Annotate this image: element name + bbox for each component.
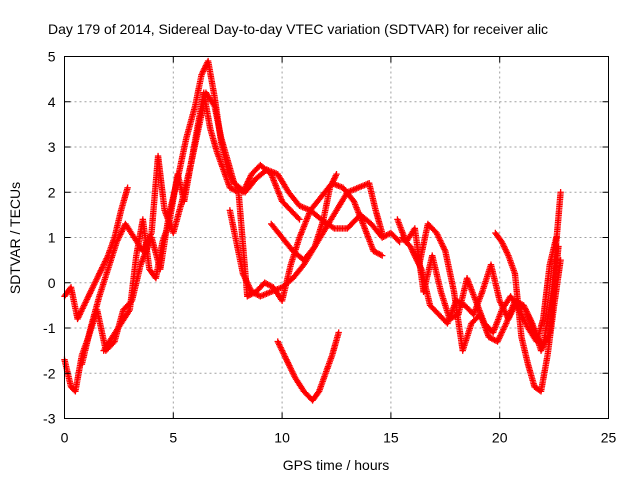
chart-title: Day 179 of 2014, Sidereal Day-to-day VTE…: [48, 21, 548, 37]
data-point: [335, 329, 342, 336]
y-tick-label: 5: [48, 49, 56, 65]
data-point: [295, 214, 302, 222]
series-s4: [100, 89, 386, 354]
grid-lines: [64, 56, 609, 419]
y-tick-label: -3: [43, 411, 56, 427]
series-s7: [274, 329, 342, 404]
x-tick-label: 0: [61, 430, 69, 446]
data-point: [396, 238, 403, 246]
x-axis-label: GPS time / hours: [283, 457, 390, 473]
series-s11: [492, 229, 564, 395]
data-point: [395, 237, 402, 244]
x-tick-label: 5: [169, 430, 177, 446]
data-point: [378, 252, 386, 259]
series-s5: [226, 180, 386, 300]
x-tick-label: 15: [383, 430, 399, 446]
y-tick-label: -2: [43, 365, 56, 381]
y-tick-label: 2: [48, 184, 56, 200]
y-tick-label: -1: [43, 320, 56, 336]
axis-ticks: 0 5 10 15 20 25 -3 -2 -1 0 1 2 3 4 5: [43, 49, 616, 446]
x-tick-label: 10: [274, 430, 290, 446]
x-tick-label: 20: [492, 430, 508, 446]
series-s6: [268, 170, 340, 264]
data-point: [378, 229, 386, 237]
y-axis-label: SDTVAR / TECUs: [7, 182, 23, 294]
y-tick-label: 4: [48, 94, 56, 110]
y-tick-label: 0: [48, 275, 56, 291]
y-tick-label: 3: [48, 139, 56, 155]
series-s10: [409, 189, 564, 350]
data-point: [557, 189, 564, 196]
data-point: [557, 256, 564, 264]
data-point: [333, 170, 340, 178]
data-point: [329, 224, 337, 231]
data-point: [296, 216, 303, 223]
x-tick-label: 25: [601, 430, 617, 446]
data-point: [124, 184, 131, 191]
series-s1: [61, 184, 131, 323]
data-point: [377, 251, 384, 259]
y-tick-label: 1: [48, 230, 56, 246]
data-series: [61, 57, 564, 404]
